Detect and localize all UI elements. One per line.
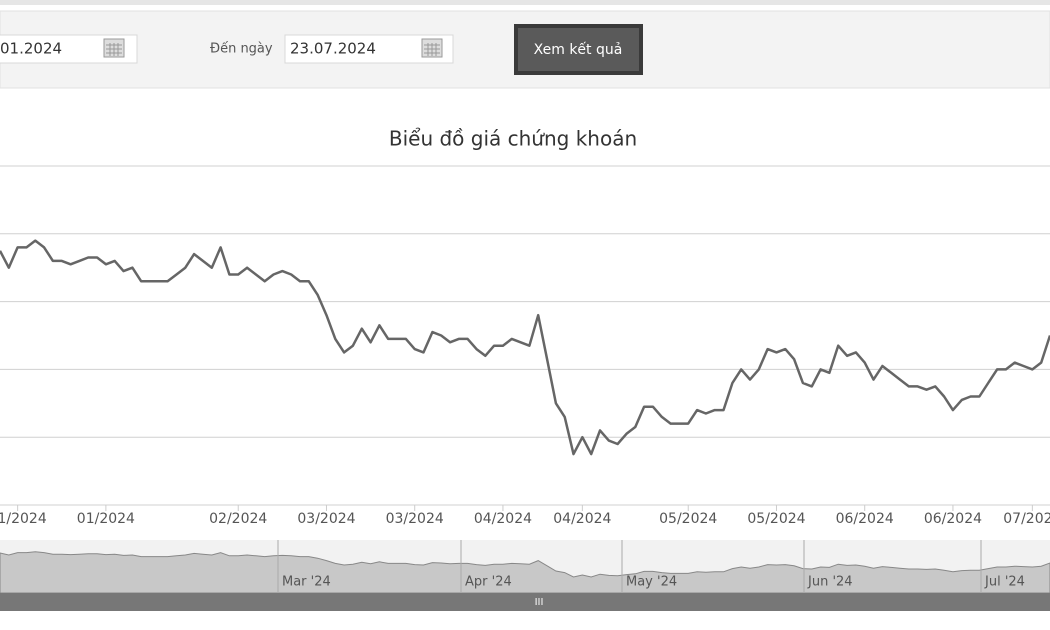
x-tick-label: 02/2024 — [209, 511, 267, 527]
x-tick-label: 05/2024 — [747, 511, 805, 527]
x-tick-label: 05/2024 — [659, 511, 717, 527]
scrollbar[interactable] — [0, 593, 1050, 611]
x-tick-label: 06/2024 — [836, 511, 894, 527]
calendar-icon[interactable] — [103, 38, 125, 58]
x-tick-label: 01/2024 — [77, 511, 135, 527]
button-label: Xem kết quả — [534, 41, 623, 58]
submit-button[interactable] — [514, 24, 643, 75]
from-value: 01.2024 — [0, 40, 62, 58]
x-tick-label: 03/2024 — [386, 511, 444, 527]
chart-title: Biểu đồ giá chứng khoán — [389, 127, 637, 151]
top-bar — [0, 0, 1050, 5]
calendar-icon[interactable] — [421, 38, 443, 58]
x-tick-label: 07/2024 — [1003, 511, 1050, 527]
x-tick-label: 06/2024 — [924, 511, 982, 527]
navigator-label: Jun '24 — [807, 575, 853, 590]
scrollbar-grip[interactable]: III — [535, 597, 544, 608]
navigator-label: Jul '24 — [984, 575, 1025, 590]
navigator-label: May '24 — [626, 575, 677, 590]
navigator-label: Apr '24 — [465, 575, 512, 590]
to-label: Đến ngày — [210, 42, 273, 57]
navigator-label: Mar '24 — [282, 575, 331, 590]
price-line — [0, 239, 1050, 456]
x-tick-label: 04/2024 — [553, 511, 611, 527]
to-value: 23.07.2024 — [290, 40, 376, 58]
x-tick-label: 03/2024 — [297, 511, 355, 527]
navigator-area — [0, 551, 1050, 594]
x-tick-label: 01/2024 — [0, 511, 47, 527]
x-tick-label: 04/2024 — [474, 511, 532, 527]
